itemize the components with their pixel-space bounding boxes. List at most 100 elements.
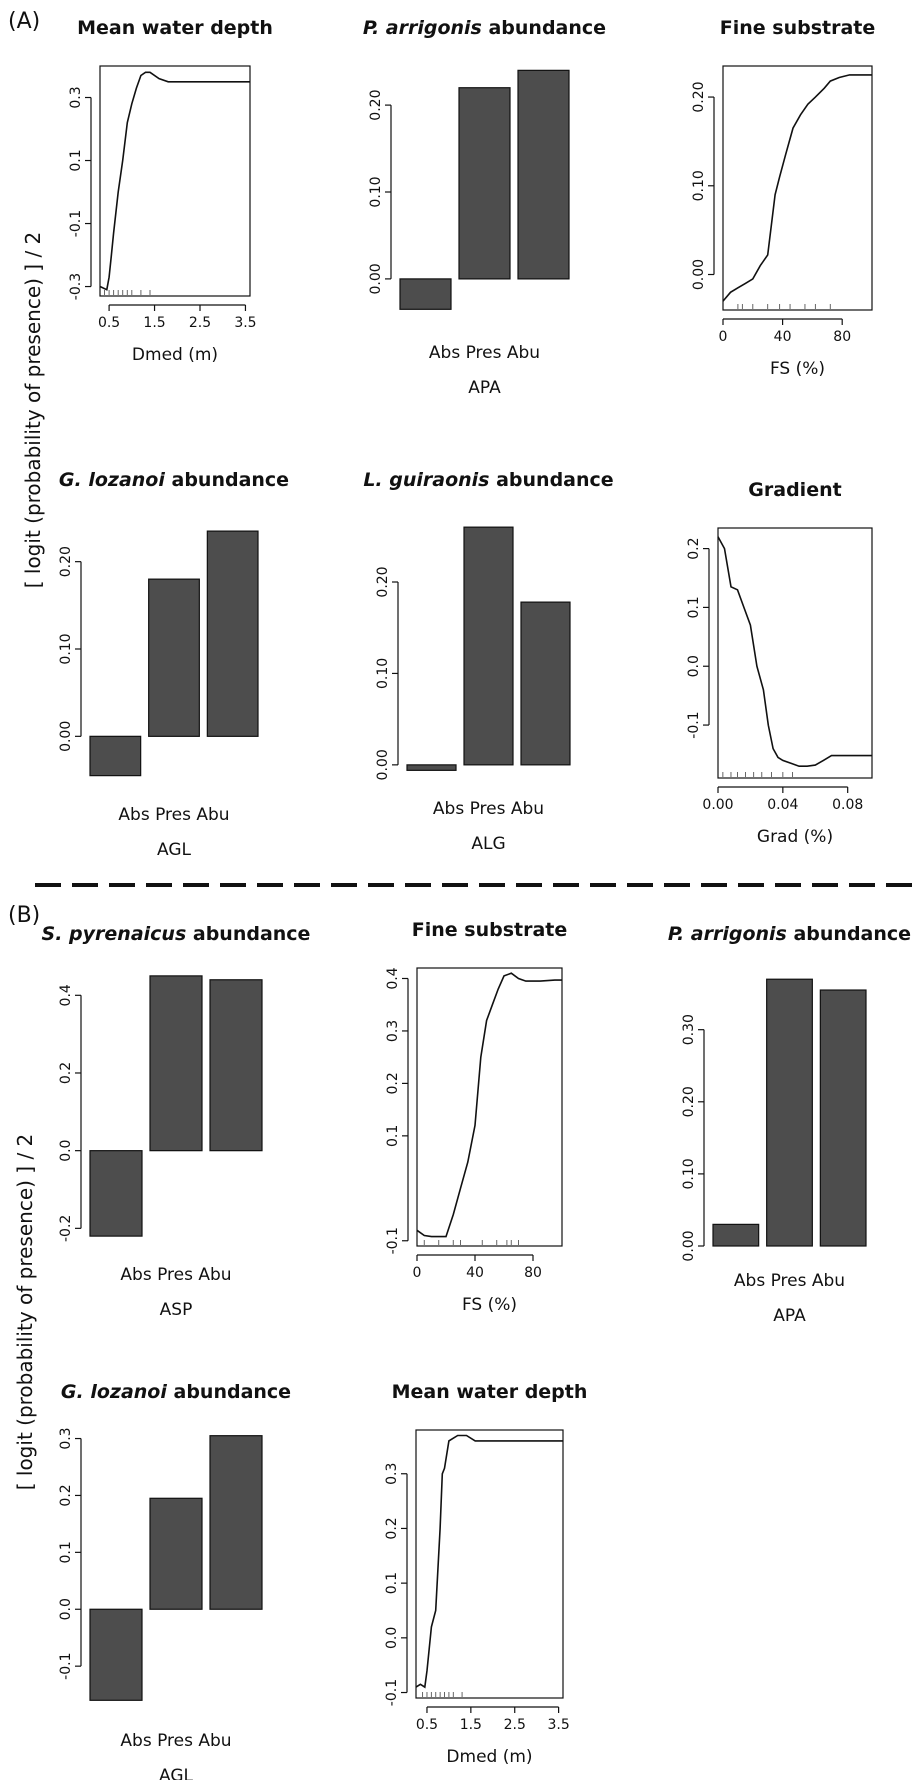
y-tick-label: -0.1 <box>385 1227 401 1254</box>
y-tick-label: 0.1 <box>686 596 702 618</box>
y-tick-label: 0.3 <box>58 1427 74 1449</box>
category-labels: Abs Pres Abu <box>734 1271 845 1291</box>
y-tick-label: 0.20 <box>375 566 391 597</box>
chart-title-species: S. pyrenaicus <box>42 923 193 945</box>
bar-abu <box>209 979 263 1152</box>
y-tick-label: -0.2 <box>58 1215 74 1242</box>
y-tick-label: 0.0 <box>686 655 702 677</box>
x-tick-label: 3.5 <box>234 315 256 331</box>
y-tick-label: 0.3 <box>385 1020 401 1042</box>
y-tick-label: 0.00 <box>58 721 74 752</box>
series-line <box>717 536 872 768</box>
x-axis-label: ALG <box>471 834 505 854</box>
x-axis-label: AGL <box>157 840 192 860</box>
chart-title: Fine substrate <box>412 919 568 941</box>
chart-title: P. arrigonis abundance <box>668 923 911 945</box>
y-tick-label: -0.1 <box>58 1653 74 1680</box>
y-tick-label: 0.3 <box>68 86 84 108</box>
bar-pres <box>149 1497 203 1610</box>
bar-abu <box>520 601 571 766</box>
chart-title-text: abundance <box>488 17 606 39</box>
chart-title: L. guiraonis abundance <box>363 469 613 491</box>
x-tick-label: 3.5 <box>547 1717 569 1733</box>
x-tick-label: 80 <box>524 1265 542 1281</box>
chart-9: P. arrigonis abundance 0.00 0.10 0.20 0.30 Ab… <box>668 923 911 1326</box>
chart-8: Fine substrate -0.1 0.1 0.2 0.3 0.4 0 40 80 FS (%… <box>385 919 567 1315</box>
x-axis-label: AGL <box>159 1766 194 1780</box>
x-tick-label: 0 <box>719 329 728 345</box>
x-tick-label: 0.04 <box>767 797 798 813</box>
y-tick-label: 0.00 <box>691 259 707 290</box>
bar-abs <box>406 764 457 771</box>
x-axis-label: APA <box>773 1306 806 1326</box>
y-tick-label: 0.20 <box>58 546 74 577</box>
bar-pres <box>766 978 813 1247</box>
bar-abu <box>209 1435 263 1610</box>
chart-title-text: abundance <box>496 469 614 491</box>
y-tick-label: 0.2 <box>385 1072 401 1094</box>
bar-pres <box>148 578 200 737</box>
chart-5: L. guiraonis abundance 0.00 0.10 0.20 Abs Pr… <box>363 469 613 854</box>
x-tick-label: 1.5 <box>143 315 165 331</box>
y-tick-label: 0.20 <box>681 1086 697 1117</box>
x-tick-label: 0 <box>413 1265 422 1281</box>
y-tick-label: 0.0 <box>58 1598 74 1620</box>
x-tick-label: 40 <box>774 329 792 345</box>
x-axis-label: Dmed (m) <box>446 1747 532 1767</box>
y-tick-label: 0.3 <box>384 1463 400 1485</box>
y-tick-label: 0.4 <box>385 967 401 989</box>
category-labels: Abs Pres Abu <box>433 799 544 819</box>
chart-title: Mean water depth <box>392 1381 588 1403</box>
x-tick-label: 0.08 <box>832 797 863 813</box>
chart-1: Mean water depth -0.3 -0.1 0.1 0.3 0.5 1.5 2.5 3… <box>68 17 273 365</box>
y-tick-label: 0.00 <box>681 1230 697 1261</box>
plot-frame <box>416 967 563 1247</box>
x-axis-label: FS (%) <box>770 359 825 379</box>
bar-abu <box>206 530 259 737</box>
y-tick-label: 0.10 <box>58 633 74 664</box>
x-tick-label: 2.5 <box>189 315 211 331</box>
bar-abu <box>517 69 570 280</box>
panel-label-a: (A) <box>8 9 40 34</box>
panel-label-b: (B) <box>8 903 40 928</box>
chart-title-species: G. lozanoi <box>59 469 172 491</box>
y-tick-label: 0.20 <box>368 90 384 121</box>
plot-frame <box>415 1429 564 1699</box>
bar-pres <box>458 87 511 280</box>
y-tick-label: -0.1 <box>686 711 702 738</box>
series-line <box>99 71 250 291</box>
y-tick-label: 0.0 <box>384 1627 400 1649</box>
x-axis-label: FS (%) <box>462 1295 517 1315</box>
chart-title-text: abundance <box>172 469 290 491</box>
plot-frame <box>722 65 873 311</box>
chart-title: G. lozanoi abundance <box>61 1381 291 1403</box>
category-labels: Abs Pres Abu <box>118 805 229 825</box>
chart-3: Fine substrate 0.00 0.10 0.20 0 40 80 FS (%) <box>691 17 875 379</box>
plot-frame <box>717 527 873 779</box>
y-tick-label: 0.1 <box>58 1541 74 1563</box>
y-axis-label-a: [ logit (probability of presence) ] / 2 <box>21 232 45 589</box>
chart-title-text: abundance <box>793 923 911 945</box>
series-line <box>416 972 562 1238</box>
chart-title: G. lozanoi abundance <box>59 469 289 491</box>
category-labels: Abs Pres Abu <box>429 343 540 363</box>
bar-pres <box>149 975 203 1152</box>
y-tick-label: 0.2 <box>58 1062 74 1084</box>
y-tick-label: -0.1 <box>68 210 84 237</box>
y-tick-label: 0.10 <box>691 170 707 201</box>
bar-abs <box>89 1150 143 1237</box>
x-tick-label: 80 <box>833 329 851 345</box>
x-tick-label: 0.5 <box>98 315 120 331</box>
x-tick-label: 0.00 <box>702 797 733 813</box>
chart-title-species: L. guiraonis <box>363 469 496 491</box>
x-tick-label: 1.5 <box>460 1717 482 1733</box>
y-axis-label-b: [ logit (probability of presence) ] / 2 <box>13 1134 37 1491</box>
y-tick-label: 0.1 <box>385 1125 401 1147</box>
chart-title: Mean water depth <box>77 17 273 39</box>
y-tick-label: 0.2 <box>58 1484 74 1506</box>
y-tick-label: 0.2 <box>384 1517 400 1539</box>
charts-group: Mean water depth -0.3 -0.1 0.1 0.3 0.5 1.5 2.5 3… <box>42 17 912 1780</box>
chart-7: S. pyrenaicus abundance -0.2 0.0 0.2 0.4 Abs … <box>42 923 311 1320</box>
y-tick-label: 0.4 <box>58 984 74 1006</box>
